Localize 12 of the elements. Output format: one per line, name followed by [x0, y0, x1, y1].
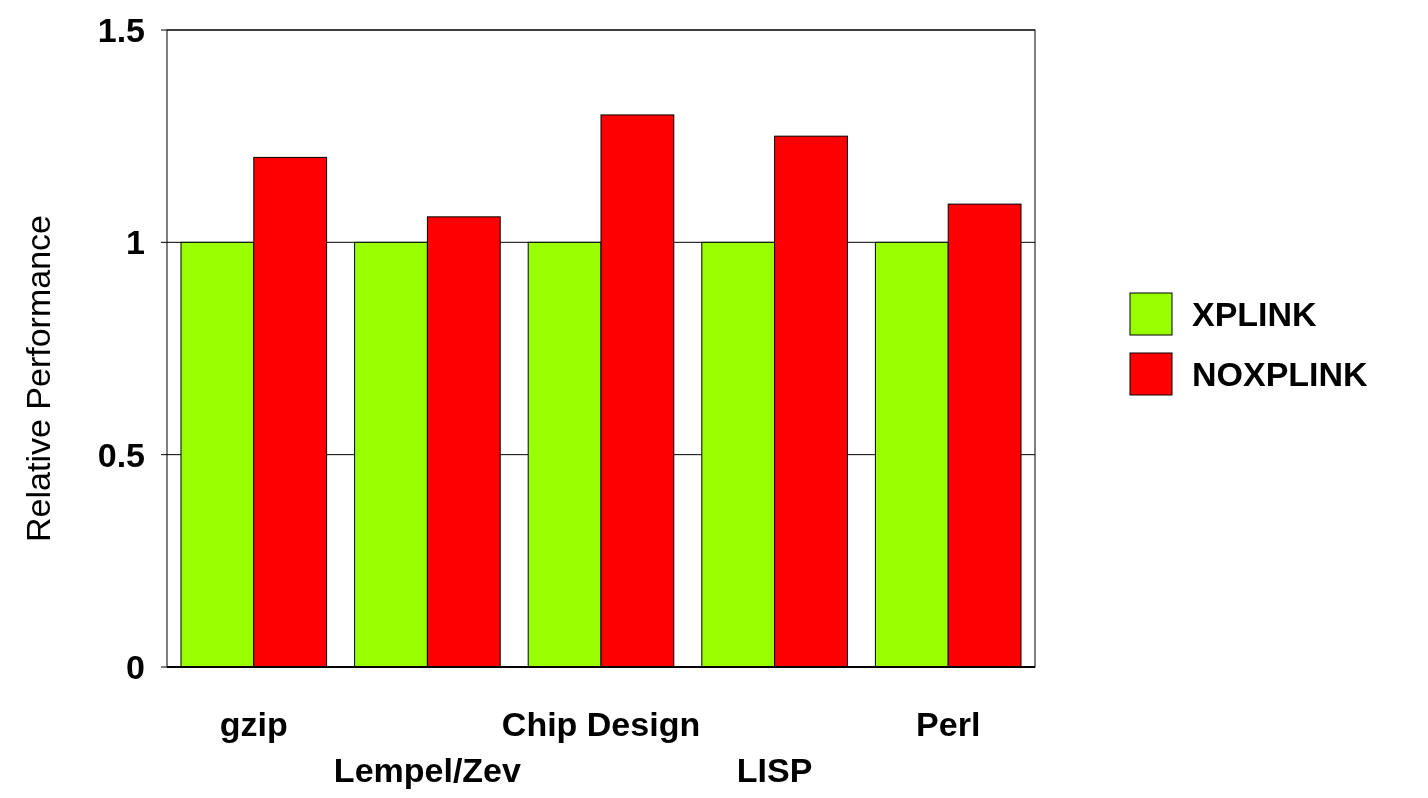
y-tick-label: 0	[126, 647, 145, 686]
y-tick-label: 1.5	[97, 10, 145, 49]
x-tick-label: Chip Design	[501, 705, 701, 743]
y-tick-label: 0.5	[97, 435, 145, 474]
x-tick-label: gzip	[219, 705, 288, 743]
x-tick-label: Lempel/Zev	[333, 751, 522, 789]
legend-label: NOXPLINK	[1192, 354, 1369, 393]
y-tick-label: 1	[126, 223, 145, 262]
y-axis-title: Relative Performance	[19, 215, 57, 542]
x-tick-label: Perl	[916, 705, 981, 743]
legend-label: XPLINK	[1192, 294, 1318, 333]
x-tick-label: LISP	[736, 751, 813, 789]
